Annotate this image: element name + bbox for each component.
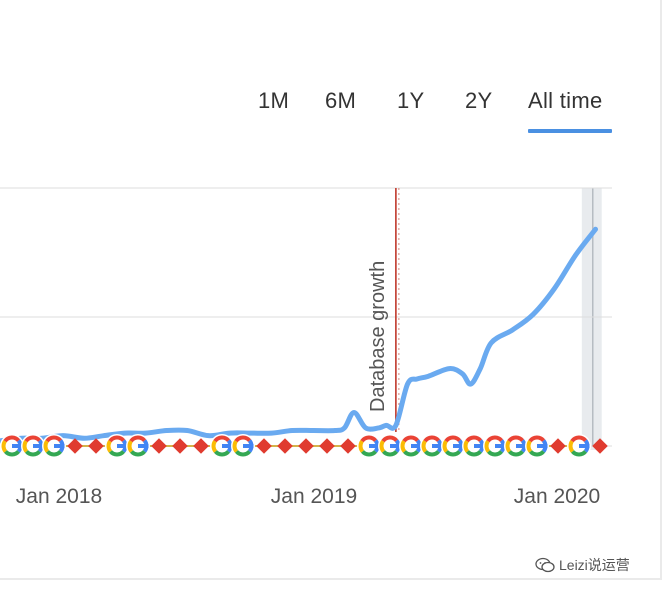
series-line <box>0 226 599 444</box>
tab-1m[interactable]: 1M <box>258 88 290 113</box>
annotation-label: Database growth <box>367 261 389 412</box>
event-diamond-marker[interactable] <box>319 438 335 454</box>
google-update-icon[interactable] <box>231 434 255 458</box>
watermark: Leizi说运营 <box>535 555 630 575</box>
google-update-icon[interactable] <box>105 434 129 458</box>
google-update-icon[interactable] <box>462 434 486 458</box>
time-range-tabs: 1M 6M 1Y 2Y All time <box>0 88 670 138</box>
google-update-icon[interactable] <box>0 434 24 458</box>
watermark-text: Leizi说运营 <box>559 557 630 573</box>
google-update-icon[interactable] <box>567 434 591 458</box>
event-diamond-marker[interactable] <box>88 438 104 454</box>
x-tick-label: Jan 2018 <box>16 485 102 508</box>
wechat-icon <box>535 557 555 573</box>
tab-all-time[interactable]: All time <box>528 88 603 113</box>
active-tab-underline <box>528 129 612 133</box>
panel-border-bottom <box>0 578 662 580</box>
google-update-icon[interactable] <box>42 434 66 458</box>
google-update-icon[interactable] <box>441 434 465 458</box>
google-update-icon[interactable] <box>525 434 549 458</box>
event-diamond-marker[interactable] <box>298 438 314 454</box>
event-diamond-marker[interactable] <box>256 438 272 454</box>
google-update-icon[interactable] <box>420 434 444 458</box>
google-update-icon[interactable] <box>357 434 381 458</box>
event-diamond-marker[interactable] <box>277 438 293 454</box>
google-update-icon[interactable] <box>483 434 507 458</box>
google-update-icon[interactable] <box>504 434 528 458</box>
panel-border-right <box>660 0 662 578</box>
highlight-band <box>581 188 602 450</box>
event-diamond-marker[interactable] <box>193 438 209 454</box>
event-diamond-marker[interactable] <box>340 438 356 454</box>
google-update-icon[interactable] <box>210 434 234 458</box>
google-update-icon[interactable] <box>21 434 45 458</box>
tab-1y[interactable]: 1Y <box>397 88 425 113</box>
google-update-icon[interactable] <box>378 434 402 458</box>
event-diamond-marker[interactable] <box>67 438 83 454</box>
event-diamond-marker[interactable] <box>151 438 167 454</box>
x-tick-label: Jan 2019 <box>271 485 357 508</box>
tab-2y[interactable]: 2Y <box>465 88 493 113</box>
x-tick-label: Jan 2020 <box>514 485 600 508</box>
tab-6m[interactable]: 6M <box>325 88 357 113</box>
google-update-icon[interactable] <box>126 434 150 458</box>
google-update-icon[interactable] <box>399 434 423 458</box>
event-diamond-marker[interactable] <box>172 438 188 454</box>
event-diamond-marker[interactable] <box>550 438 566 454</box>
